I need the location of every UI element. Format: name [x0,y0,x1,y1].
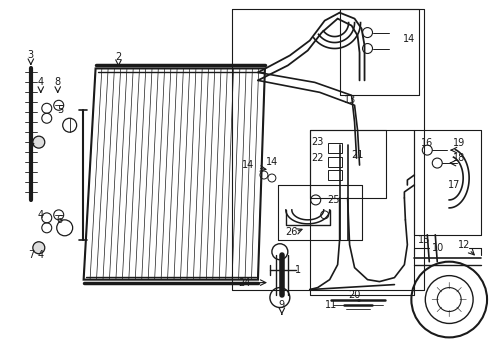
Text: 10: 10 [432,243,444,253]
Text: 4: 4 [38,210,44,220]
Text: 12: 12 [458,240,470,250]
Text: 19: 19 [453,138,465,148]
Text: 26: 26 [285,227,297,237]
Text: 24: 24 [238,278,250,288]
Text: 1: 1 [295,265,301,275]
Text: 22: 22 [312,153,324,163]
Text: 11: 11 [325,300,338,310]
Text: 4: 4 [38,77,44,87]
Text: 14: 14 [242,160,254,170]
Text: 14: 14 [403,33,416,44]
Text: 4: 4 [38,250,44,260]
Text: 17: 17 [448,180,461,190]
Text: 15: 15 [418,235,431,245]
Text: 13: 13 [343,95,356,105]
Text: 2: 2 [115,53,122,63]
Circle shape [33,242,45,254]
Circle shape [33,136,45,148]
Text: 20: 20 [348,289,361,300]
Text: 3: 3 [28,50,34,60]
Bar [328,170,342,180]
Text: 14: 14 [266,157,278,167]
Text: 21: 21 [351,150,364,160]
Text: 23: 23 [312,137,324,147]
Bar [328,143,342,153]
Text: 8: 8 [55,77,61,87]
Text: 18: 18 [453,153,465,163]
Text: 5: 5 [58,105,64,115]
Bar [328,157,342,167]
Text: 9: 9 [279,300,285,310]
Text: 6: 6 [57,215,63,225]
Text: 16: 16 [421,138,434,148]
Text: 25: 25 [328,195,340,205]
Text: 7: 7 [28,143,34,153]
Text: 7: 7 [28,250,34,260]
